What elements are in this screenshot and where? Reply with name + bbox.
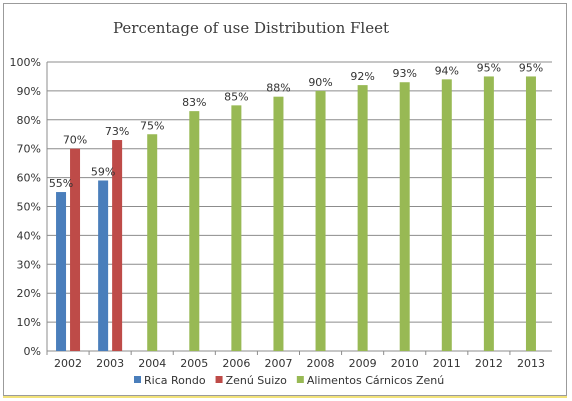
- data-label: 75%: [140, 119, 164, 132]
- x-tick-label: 2002: [54, 357, 82, 370]
- bar: [189, 111, 200, 351]
- bar: [525, 76, 536, 351]
- y-tick-label: 20%: [17, 287, 41, 300]
- y-tick-label: 90%: [17, 85, 41, 98]
- bar: [483, 76, 494, 351]
- y-tick-label: 80%: [17, 114, 41, 127]
- bar: [231, 105, 242, 351]
- x-tick-label: 2011: [433, 357, 461, 370]
- data-label: 95%: [477, 61, 501, 74]
- data-label: 70%: [63, 134, 87, 147]
- data-label: 85%: [224, 90, 248, 103]
- bar: [56, 192, 67, 351]
- legend-swatch: [215, 376, 223, 383]
- legend-label: Alimentos Cárnicos Zenú: [307, 374, 444, 387]
- y-tick-label: 10%: [17, 316, 41, 329]
- y-tick-label: 60%: [17, 172, 41, 185]
- x-tick-label: 2009: [349, 357, 377, 370]
- legend-label: Rica Rondo: [144, 374, 206, 387]
- data-label: 88%: [266, 82, 290, 95]
- x-tick-label: 2005: [180, 357, 208, 370]
- y-tick-label: 100%: [10, 56, 41, 69]
- axes: 0% 10% 20% 30% 40% 50% 60% 70% 80% 90% 100% 2002 200…: [10, 56, 552, 370]
- bar: [399, 82, 410, 351]
- bar: [441, 79, 452, 351]
- bars: [56, 76, 536, 352]
- y-tick-label: 40%: [17, 229, 41, 242]
- data-label: 90%: [308, 76, 332, 89]
- x-tick-label: 2008: [307, 357, 335, 370]
- data-label: 94%: [435, 64, 459, 77]
- legend-label: Zenú Suizo: [226, 374, 288, 387]
- y-tick-label: 30%: [17, 258, 41, 271]
- data-label: 55%: [49, 177, 73, 190]
- data-label: 59%: [91, 165, 115, 178]
- y-tick-label: 0%: [24, 345, 41, 358]
- x-tick-label: 2010: [391, 357, 419, 370]
- bar: [273, 96, 284, 352]
- bar: [315, 90, 326, 352]
- x-tick-label: 2006: [222, 357, 250, 370]
- y-tick-label: 70%: [17, 143, 41, 156]
- chart-title: Percentage of use Distribution Fleet: [113, 19, 389, 37]
- bar: [98, 180, 109, 351]
- y-tick-label: 50%: [17, 201, 41, 214]
- bar: [112, 140, 123, 351]
- bar: [147, 134, 158, 351]
- legend: Rica Rondo Zenú Suizo Alimentos Cárnicos Z…: [134, 374, 444, 387]
- data-labels: 55% 70% 59% 73% 75% 83% 85% 88% 90% 92% 93% 94% 95% 9…: [49, 61, 543, 190]
- data-label: 73%: [105, 125, 129, 138]
- legend-swatch: [134, 376, 141, 383]
- x-tick-label: 2003: [96, 357, 124, 370]
- legend-swatch: [296, 376, 304, 383]
- data-label: 95%: [519, 61, 543, 74]
- x-tick-label: 2012: [475, 357, 503, 370]
- x-tick-label: 2007: [264, 357, 292, 370]
- data-label: 83%: [182, 96, 206, 109]
- chart-frame: Percentage of use Distribution Fleet 0% 1…: [3, 3, 567, 396]
- gridlines: [47, 61, 552, 352]
- bar: [357, 85, 368, 352]
- bar: [70, 148, 81, 351]
- x-tick-label: 2004: [138, 357, 166, 370]
- chart-svg: Percentage of use Distribution Fleet 0% 1…: [10, 19, 552, 387]
- data-label: 93%: [392, 67, 416, 80]
- x-tick-label: 2013: [517, 357, 545, 370]
- data-label: 92%: [350, 70, 374, 83]
